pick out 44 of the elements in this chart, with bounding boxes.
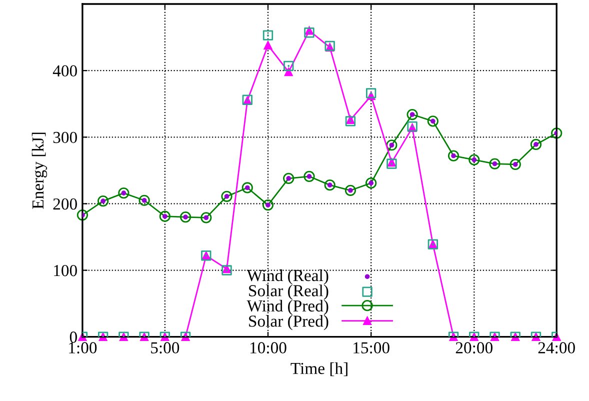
point bbox=[448, 150, 460, 162]
x-tick-label: 10:00 bbox=[250, 342, 286, 354]
point bbox=[264, 41, 272, 50]
point bbox=[304, 170, 315, 182]
point bbox=[98, 195, 109, 207]
point bbox=[262, 199, 274, 211]
y-axis-title: Energy [kJ] bbox=[32, 132, 48, 209]
point bbox=[366, 92, 376, 100]
legend-label: Wind (Real) bbox=[246, 269, 328, 285]
point bbox=[138, 194, 150, 206]
y-tick-label: 300 bbox=[53, 132, 77, 144]
legend-label: Wind (Pred) bbox=[246, 300, 328, 315]
point bbox=[344, 184, 356, 196]
point bbox=[76, 209, 88, 221]
legend-label: Solar (Real) bbox=[249, 284, 328, 300]
point bbox=[551, 128, 562, 139]
point bbox=[530, 138, 542, 150]
point bbox=[468, 154, 480, 166]
point bbox=[386, 140, 398, 151]
point bbox=[200, 212, 212, 224]
point bbox=[489, 158, 500, 170]
point bbox=[510, 158, 521, 170]
point bbox=[427, 116, 438, 127]
y-tick-label: 100 bbox=[54, 264, 77, 276]
point bbox=[406, 108, 418, 120]
point bbox=[159, 210, 170, 222]
x-tick-label: 15:00 bbox=[354, 342, 390, 354]
y-tick-label: 400 bbox=[52, 65, 77, 77]
x-axis-title: Time [h] bbox=[290, 362, 348, 376]
y-tick-label: 0 bbox=[70, 332, 77, 343]
y-tick-label: 200 bbox=[53, 198, 77, 210]
x-tick-label: 5:00 bbox=[151, 342, 180, 354]
point bbox=[324, 180, 336, 191]
point bbox=[283, 172, 294, 184]
legend-label: Solar (Pred) bbox=[249, 315, 328, 330]
x-tick-label: 1:00 bbox=[69, 342, 97, 354]
x-tick-label: 20:00 bbox=[456, 342, 492, 354]
point bbox=[242, 182, 253, 194]
point bbox=[366, 178, 377, 189]
x-tick-label: 24:00 bbox=[538, 342, 575, 354]
point bbox=[118, 188, 130, 199]
point bbox=[221, 190, 232, 202]
point bbox=[284, 68, 293, 76]
point bbox=[180, 211, 192, 223]
